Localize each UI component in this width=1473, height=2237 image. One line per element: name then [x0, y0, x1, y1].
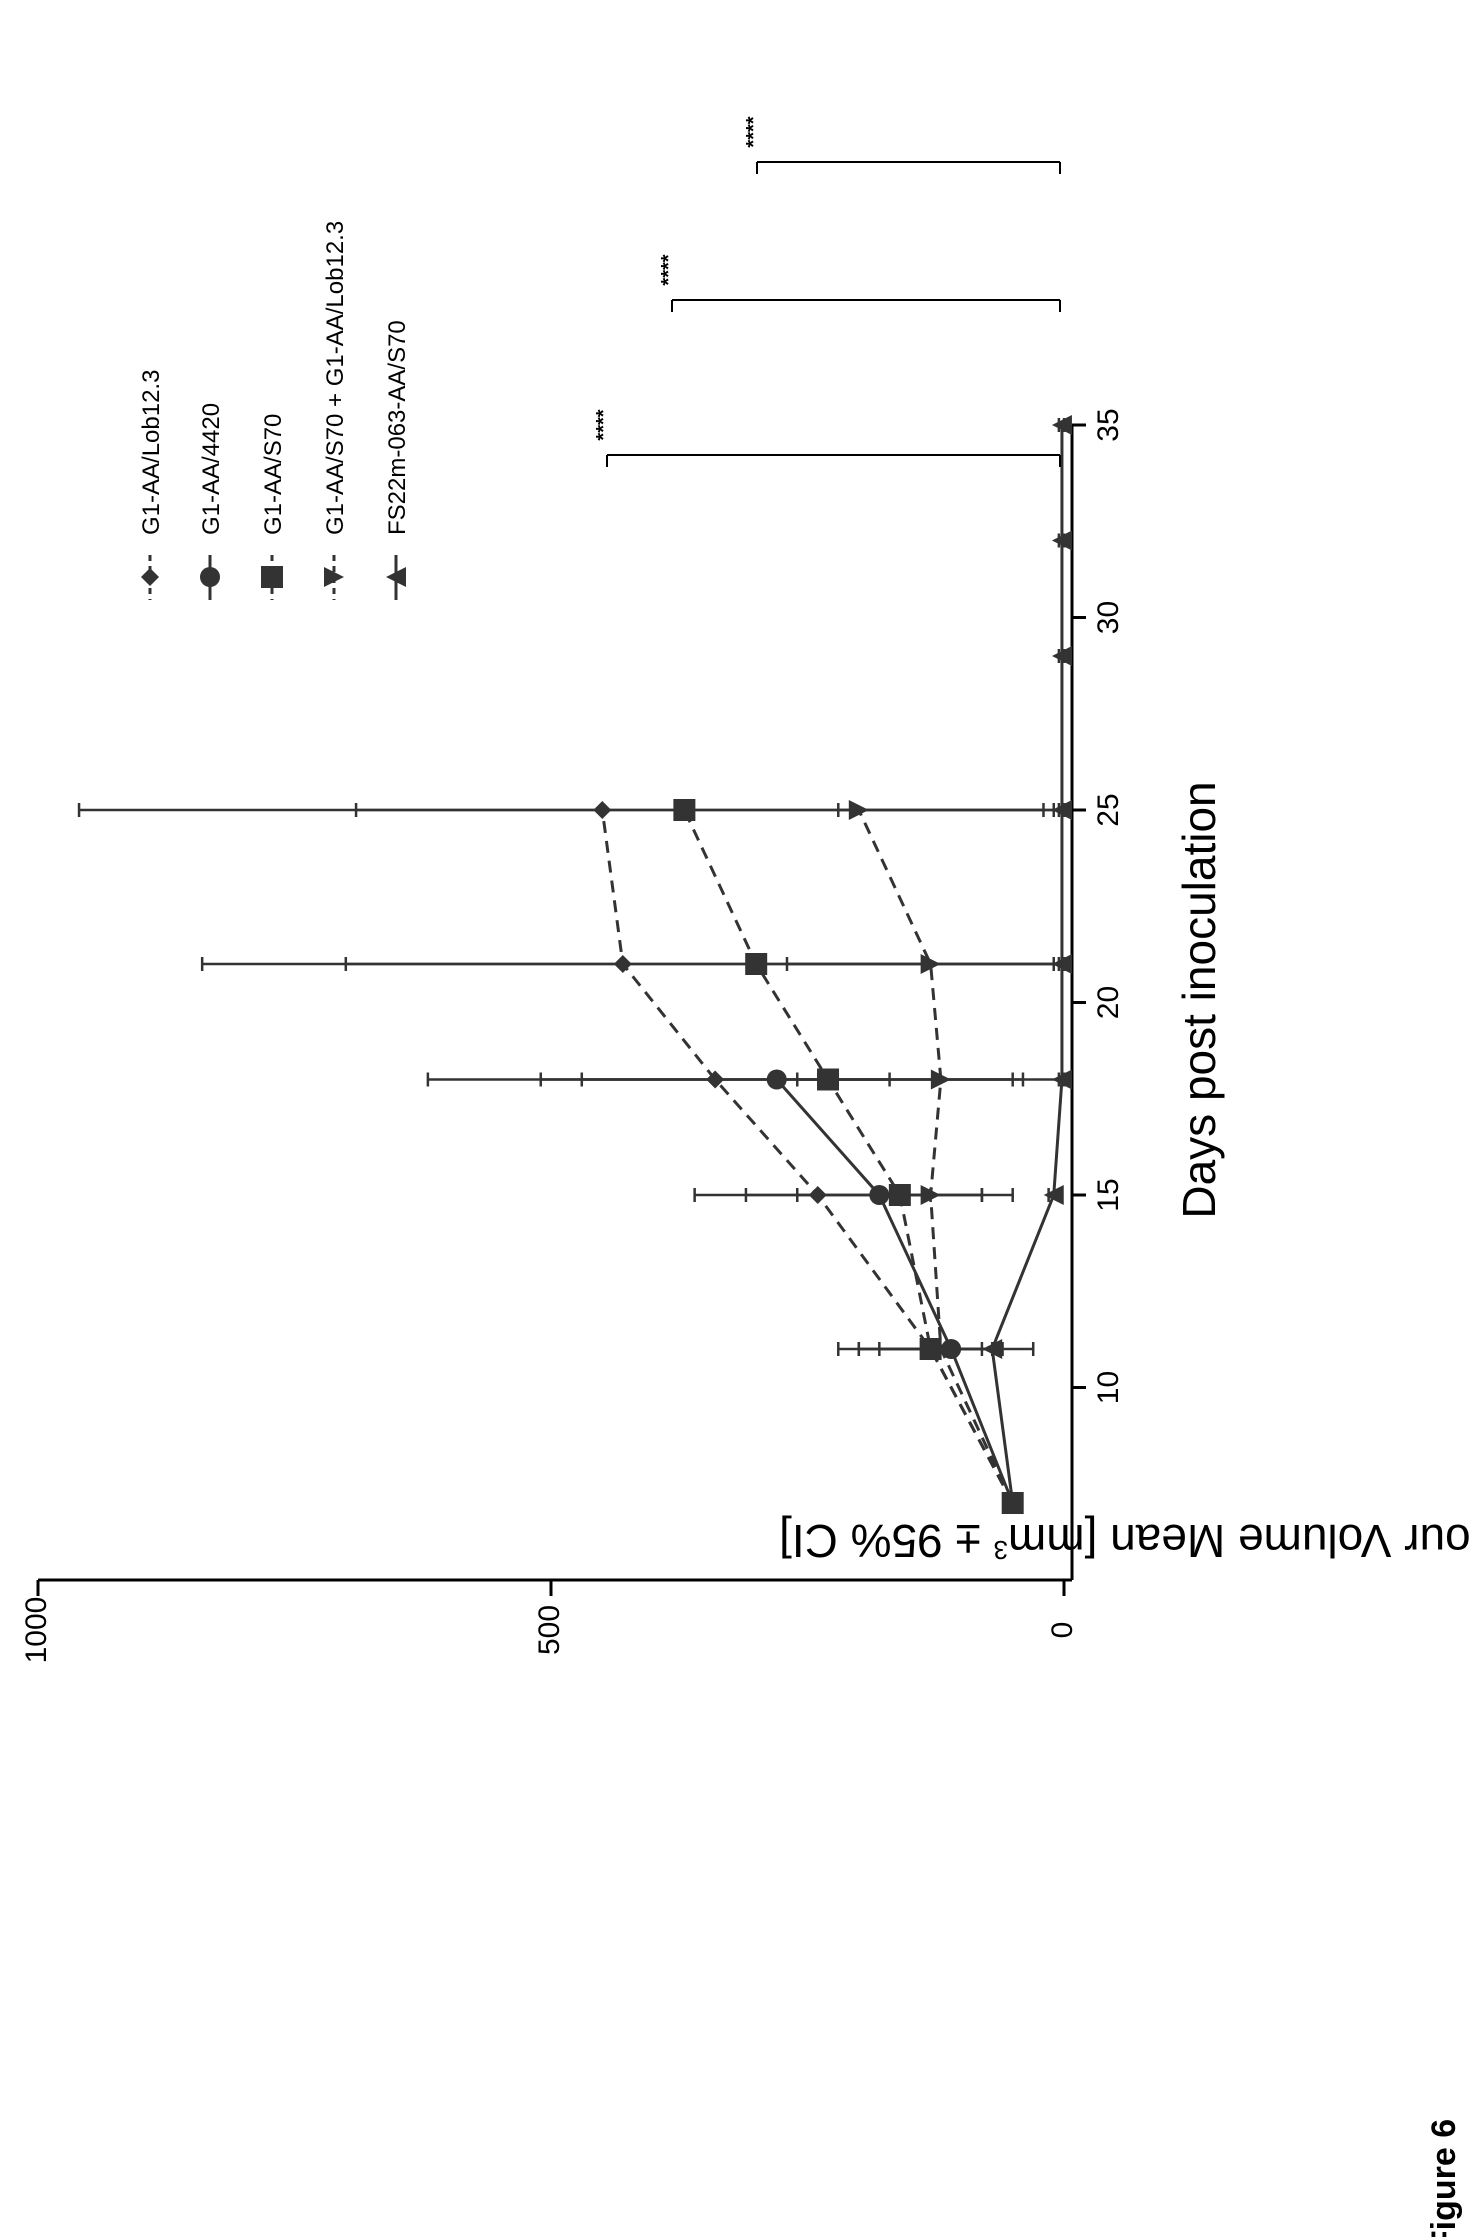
marker-diamond: [141, 568, 159, 586]
marker-triangle-down: [920, 954, 941, 974]
series-line: [600, 809, 1015, 1504]
marker-circle: [869, 1185, 890, 1205]
marker-triangle-up: [1051, 1069, 1072, 1090]
sig-label: ****: [658, 254, 680, 285]
x-tick-label: 30: [1092, 601, 1125, 634]
marker-diamond: [808, 1186, 827, 1204]
marker-diamond: [613, 955, 632, 973]
marker-triangle-up: [982, 1339, 1003, 1359]
x-tick-label: 35: [1092, 408, 1125, 441]
marker-diamond: [706, 1070, 725, 1089]
marker-triangle-up: [1051, 800, 1072, 820]
ticks-layer: 10 15 20 25 30 35 0 500 1000: [20, 408, 1125, 1663]
marker-triangle-down: [930, 1069, 951, 1090]
marker-diamond: [593, 801, 612, 819]
x-tick-label: 25: [1092, 793, 1125, 826]
sig-label: ****: [743, 116, 765, 147]
y-tick-label: 0: [1046, 1622, 1079, 1639]
marker-circle: [941, 1339, 962, 1359]
marker-triangle-down: [848, 800, 869, 820]
x-axis-title: Days post inoculation: [1173, 781, 1225, 1218]
marker-square: [888, 1184, 911, 1206]
marker-square: [745, 953, 768, 975]
marker-square: [673, 799, 696, 821]
series-line: [775, 1078, 1015, 1504]
x-tick-label: 10: [1092, 1371, 1125, 1404]
marker-triangle-up: [1043, 1185, 1064, 1205]
marker-square: [817, 1068, 840, 1091]
marker-triangle-up: [1002, 1493, 1023, 1513]
marker-triangle-up: [386, 567, 406, 587]
figure-label: Figure 6: [1425, 2119, 1463, 2237]
y-tick-label: 1000: [20, 1597, 53, 1664]
marker-triangle-up: [1051, 954, 1072, 974]
legend-label: FS22m-063-AA/S70: [384, 320, 411, 535]
legend-label: G1-AA/4420: [198, 403, 225, 535]
x-tick-label: 20: [1092, 986, 1125, 1019]
marker-layer: [593, 415, 1072, 1514]
marker-circle: [200, 567, 220, 587]
significance-layer: **** **** ****: [593, 116, 1061, 467]
marker-triangle-up: [1051, 530, 1072, 551]
marker-circle: [766, 1069, 787, 1090]
legend-label: G1-AA/S70 + G1-AA/Lob12.3: [322, 221, 349, 535]
legend: G1-AA/Lob12.3 G1-AA/4420 G1-AA/S70 G1-AA/S7…: [138, 221, 411, 600]
series-line: [683, 809, 1015, 1504]
marker-triangle-down: [324, 567, 344, 587]
sig-label: ****: [593, 409, 615, 440]
marker-triangle-down: [930, 1339, 951, 1359]
marker-square: [261, 566, 283, 588]
marker-triangle-up: [1051, 646, 1072, 666]
y-axis-title-text: Tumour Volume Mean [mm3 ± 95% CI]: [779, 1515, 1473, 1567]
marker-triangle-down: [920, 1185, 941, 1205]
legend-label: G1-AA/S70: [260, 414, 287, 535]
marker-triangle-up: [1051, 415, 1072, 435]
legend-label: G1-AA/Lob12.3: [138, 370, 165, 535]
errorbar-layer: [77, 418, 1066, 1356]
series-line: [857, 809, 1015, 1504]
x-tick-label: 15: [1092, 1178, 1125, 1211]
y-tick-label: 500: [533, 1605, 566, 1655]
